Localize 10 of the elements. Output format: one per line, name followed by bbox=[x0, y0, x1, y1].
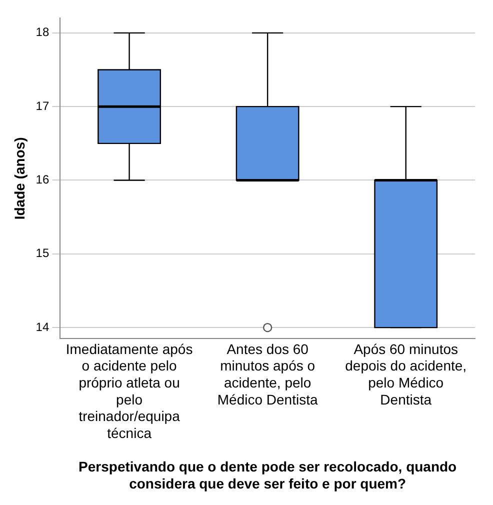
y-tick-label: 18 bbox=[36, 25, 50, 40]
x-axis-title: Perspetivando que o dente pode ser recolocado, quando considera que deve ser feito e por quem? bbox=[78, 458, 457, 492]
y-tick-label: 17 bbox=[36, 98, 50, 113]
y-tick-label: 16 bbox=[36, 172, 50, 187]
y-tick-label: 15 bbox=[36, 246, 50, 260]
x-tick-label: Após 60 minutos depois do acidente, pelo Médico Dentista bbox=[345, 340, 467, 408]
x-tick-label: Imediatamente após o acidente pelo próprio atleta ou pelo treinador/equipa técnica bbox=[66, 340, 193, 441]
y-axis-title: Idade (anos) bbox=[11, 137, 28, 220]
x-tick-label: Antes dos 60 minutos após o acidente, pelo Médico Dentista bbox=[217, 340, 318, 408]
y-tick-label: 14 bbox=[36, 320, 50, 334]
